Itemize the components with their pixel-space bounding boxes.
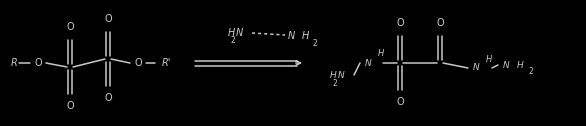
Text: O: O	[396, 97, 404, 107]
Text: H: H	[517, 60, 524, 70]
Text: O: O	[66, 101, 74, 111]
Text: O: O	[436, 18, 444, 28]
Text: O: O	[66, 22, 74, 32]
Text: 2: 2	[230, 36, 235, 44]
Text: O: O	[104, 14, 112, 24]
Text: O: O	[396, 18, 404, 28]
Text: O: O	[34, 58, 42, 68]
Text: O: O	[134, 58, 142, 68]
Text: H: H	[486, 55, 492, 64]
Text: N: N	[473, 64, 480, 72]
Text: N: N	[236, 28, 243, 38]
Text: O: O	[104, 93, 112, 103]
Text: 2: 2	[529, 68, 534, 76]
Text: N: N	[288, 31, 295, 41]
Text: N: N	[365, 58, 372, 68]
Text: R': R'	[162, 58, 171, 68]
Text: H: H	[378, 50, 384, 58]
Text: 2: 2	[313, 39, 318, 48]
Text: N: N	[338, 71, 345, 80]
Text: N: N	[503, 60, 510, 70]
Text: H: H	[302, 31, 309, 41]
Text: H: H	[331, 71, 337, 80]
Text: 2: 2	[332, 78, 337, 87]
Text: H: H	[227, 28, 235, 38]
Text: R: R	[11, 58, 18, 68]
